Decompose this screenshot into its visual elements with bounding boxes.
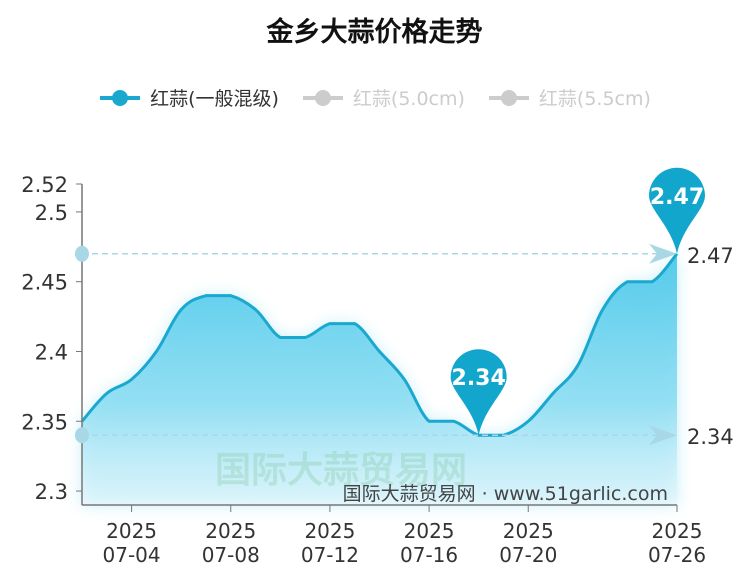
chart-title: 金乡大蒜价格走势: [266, 17, 483, 48]
y-tick-label: 2.4: [35, 340, 68, 364]
mark-point-pin-icon: [649, 167, 705, 254]
x-tick-year: 2025: [106, 519, 157, 543]
mark-point-pin-icon: [450, 349, 507, 436]
price-area: [82, 253, 677, 505]
legend-label: 红蒜(5.5cm): [538, 88, 651, 110]
mark-line-start-dot: [75, 245, 89, 262]
mark-line-arrow-icon: [649, 425, 677, 446]
legend-item-general[interactable]: 红蒜(一般混级): [98, 84, 279, 111]
y-tick-label: 2.5: [35, 201, 68, 225]
legend-label: 红蒜(一般混级): [150, 88, 279, 110]
mark-point-label: 2.34: [452, 366, 506, 391]
watermark: 国际大蒜贸易网: [215, 450, 467, 491]
x-tick-date: 07-20: [499, 543, 557, 567]
y-tick-label: 2.3: [35, 480, 68, 504]
legend-label: 红蒜(5.0cm): [352, 88, 465, 110]
source-text: 国际大蒜贸易网 · www.51garlic.com: [343, 483, 668, 505]
mark-point-label: 2.47: [650, 185, 704, 210]
x-tick-year: 2025: [304, 519, 355, 543]
legend-line-circle-icon: [488, 89, 529, 106]
legend-line-circle-icon: [302, 89, 343, 106]
x-tick-date: 07-16: [400, 543, 458, 567]
mark-line-label: 2.47: [687, 244, 734, 268]
x-tick-year: 2025: [404, 519, 455, 543]
x-tick-date: 07-26: [648, 543, 706, 567]
y-tick-label: 2.45: [21, 271, 68, 295]
legend-item-5cm[interactable]: 红蒜(5.0cm): [301, 84, 465, 111]
x-tick-date: 07-08: [202, 543, 260, 567]
mark-line-start-dot: [75, 427, 89, 444]
x-tick-date: 07-04: [103, 543, 161, 567]
x-tick-year: 2025: [652, 519, 703, 543]
x-tick-date: 07-12: [301, 543, 359, 567]
mark-line-arrow-icon: [649, 243, 677, 264]
price-line: [80, 252, 679, 437]
y-tick-label: 2.35: [21, 410, 68, 434]
x-tick-year: 2025: [503, 519, 554, 543]
legend-item-5-5cm[interactable]: 红蒜(5.5cm): [487, 84, 651, 111]
y-tick-label: 2.52: [21, 173, 68, 197]
x-tick-year: 2025: [205, 519, 256, 543]
legend-line-circle-icon: [100, 89, 141, 106]
legend: 红蒜(一般混级) 红蒜(5.0cm) 红蒜(5.5cm): [0, 84, 749, 111]
mark-line-label: 2.34: [687, 425, 734, 449]
